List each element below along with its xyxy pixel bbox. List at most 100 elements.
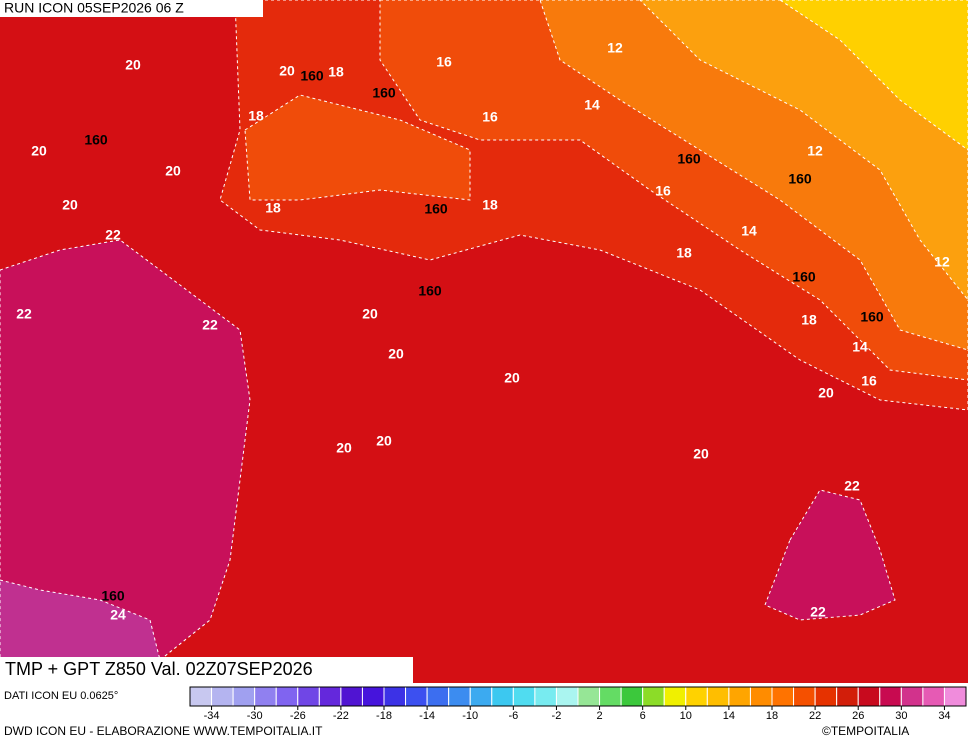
colorbar-tick-label: -2 [552,710,562,722]
isotherm-22 [764,489,896,621]
source-label: DATI ICON EU 0.0625° [4,690,118,702]
colorbar-cell [275,686,299,707]
contour-label: 18 [265,200,281,216]
contour-label: 18 [801,312,817,328]
colorbar-tick-label: 30 [895,710,907,722]
colorbar-cell [340,686,363,707]
contour-label: 14 [852,339,868,355]
contour-label: 20 [693,446,709,462]
colorbar-tick-label: -18 [376,710,392,722]
colorbar-cell [448,686,471,707]
contour-label: 20 [388,346,404,362]
contour-label: 22 [16,306,32,322]
contour-label: 22 [844,478,860,494]
colorbar-tick-label: 18 [766,710,778,722]
contour-label: 20 [125,57,141,73]
contour-label: 12 [807,143,823,159]
header-box [0,0,263,17]
colorbar-cell [814,686,838,707]
contour-label: 20 [62,197,78,213]
colorbar-tick-label: 10 [680,710,692,722]
contour-label: 16 [436,54,452,70]
copyright-label: ©TEMPOITALIA [822,724,909,738]
colorbar-cell [857,686,881,707]
isotherm-10 [779,0,968,151]
colorbar-tick-label: -26 [290,710,306,722]
colorbar-cell [491,686,514,707]
contour-label: 160 [372,85,396,101]
colorbar-cell [685,686,708,707]
colorbar-tick-label: 2 [596,710,602,722]
contour-label: 14 [584,97,600,113]
colorbar-cell [728,686,751,707]
title-box [0,657,413,683]
colorbar-tick-label: -14 [419,710,435,722]
contour-label: 14 [741,223,757,239]
colorbar-tick-label: -22 [333,710,349,722]
contour-label: 160 [418,283,442,299]
colorbar-cell [922,686,945,707]
colorbar-cell [232,686,256,707]
colorbar-cell [469,686,493,707]
contour-label: 18 [328,64,344,80]
colorbar-cell [599,686,622,707]
colorbar-tick-label: 6 [640,710,646,722]
contour-label: 20 [504,370,520,386]
contour-label: 12 [607,40,623,56]
colorbar-cell [663,686,687,707]
isotherm-16 [244,94,471,201]
contour-label: 20 [376,433,392,449]
colorbar-tick-label: 14 [723,710,735,722]
colorbar-tick-label: 22 [809,710,821,722]
colorbar-tick-label: -30 [247,710,263,722]
contour-label: 22 [202,317,218,333]
contour-label: 160 [101,588,125,604]
colorbar-cell [943,686,967,707]
run-label: RUN ICON 05SEP2026 06 Z [4,0,184,16]
contour-label: 16 [482,109,498,125]
colorbar-cell [771,686,795,707]
contour-label: 20 [362,306,378,322]
contour-label: 16 [655,183,671,199]
contour-label: 160 [300,68,324,84]
contour-label: 22 [810,604,826,620]
colorbar-cell [534,686,557,707]
contour-label: 12 [934,254,950,270]
map-title: TMP + GPT Z850 Val. 02Z07SEP2026 [5,659,313,679]
contour-label: 18 [248,108,264,124]
contour-label: 18 [676,245,692,261]
contour-label: 160 [677,151,701,167]
colorbar-tick-label: 26 [852,710,864,722]
contour-label: 20 [818,385,834,401]
contour-label: 20 [31,143,47,159]
contour-label: 20 [279,63,295,79]
colorbar-cell [426,686,450,707]
colorbar-cell [879,686,902,707]
colorbar-cell [512,686,536,707]
colorbar-tick-label: -6 [508,710,518,722]
colorbar-cell [211,686,234,707]
colorbar: -34 -30 -26 -22 -18 -14 -10 -6 -2 2 6 10 14 18 22 26 30 3… [189,686,967,722]
contour-label: 20 [165,163,181,179]
colorbar-tick-label: 34 [938,710,950,722]
colorbar-cell [577,686,601,707]
colorbar-cell [900,686,924,707]
colorbar-cell [297,686,320,707]
contour-label: 160 [792,269,816,285]
colorbar-frame [189,686,967,707]
credit-label: DWD ICON EU - ELABORAZIONE WWW.TEMPOITAL… [4,724,323,738]
colorbar-tick-label: -34 [204,710,220,722]
colorbar-cell [254,686,277,707]
contour-label: 24 [110,607,126,623]
colorbar-cell [361,686,385,707]
colorbar-cell [706,686,730,707]
contour-label: 20 [336,440,352,456]
colorbar-cell [749,686,773,707]
contour-label: 160 [860,309,884,325]
colorbar-cell [189,686,213,707]
colorbar-cell [555,686,579,707]
contour-label: 160 [788,171,812,187]
